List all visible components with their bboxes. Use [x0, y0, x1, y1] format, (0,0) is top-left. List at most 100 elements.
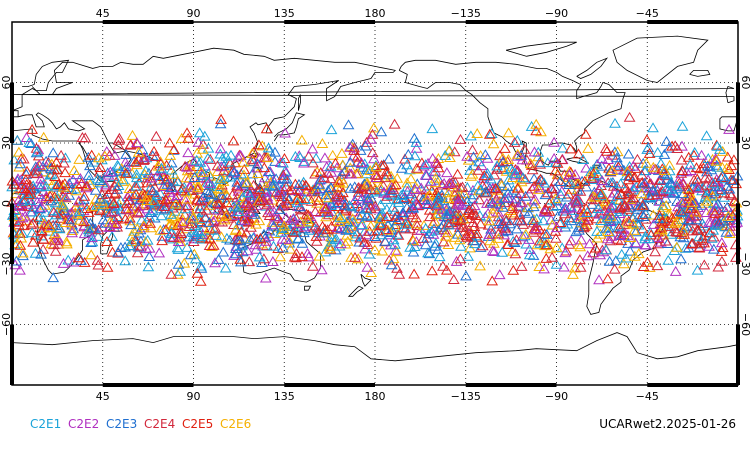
observation-marker — [344, 156, 357, 167]
observation-marker — [716, 255, 728, 266]
observation-marker — [502, 127, 515, 138]
observation-marker — [530, 125, 542, 136]
observation-marker — [139, 165, 152, 176]
observation-marker — [724, 188, 736, 199]
observation-marker — [140, 243, 153, 254]
observation-marker — [150, 189, 163, 200]
observation-marker — [352, 182, 365, 192]
observation-marker — [471, 180, 484, 191]
observation-marker — [195, 260, 207, 271]
observation-marker — [658, 165, 671, 175]
observation-marker — [483, 215, 495, 226]
observation-marker — [591, 225, 603, 236]
observation-marker — [258, 228, 270, 239]
observation-marker — [278, 199, 291, 210]
observation-marker — [722, 212, 735, 222]
observation-marker — [427, 228, 440, 239]
coastline-new-zealand-s — [347, 285, 364, 297]
observation-marker — [375, 229, 388, 240]
observation-marker — [647, 184, 659, 195]
lon-tick-label-top: −135 — [451, 7, 481, 20]
observation-marker — [299, 185, 312, 196]
observation-marker — [655, 224, 668, 235]
observation-marker — [19, 210, 32, 221]
observation-marker — [665, 183, 677, 194]
observation-marker — [518, 143, 531, 154]
observation-marker — [192, 225, 205, 235]
lon-tick-label-bottom: −90 — [545, 390, 568, 403]
observation-marker — [716, 170, 729, 181]
observation-marker — [388, 118, 401, 129]
observation-marker — [228, 249, 240, 260]
observation-marker — [349, 226, 361, 237]
observation-marker — [360, 229, 373, 240]
observation-marker — [268, 206, 281, 217]
observation-marker — [224, 234, 236, 245]
observation-marker — [33, 203, 46, 214]
observation-marker — [623, 170, 635, 181]
observation-marker — [569, 168, 581, 179]
observation-marker — [492, 232, 505, 243]
observation-marker — [204, 153, 217, 164]
observation-marker — [238, 214, 251, 225]
observation-marker — [112, 247, 124, 258]
observation-marker — [442, 219, 455, 230]
observation-marker — [16, 195, 29, 206]
observation-marker — [132, 241, 145, 252]
observation-marker — [439, 149, 452, 160]
observation-marker — [20, 183, 33, 194]
observation-marker — [587, 164, 600, 174]
observation-marker — [75, 178, 88, 188]
observation-marker — [619, 199, 631, 210]
observation-marker — [351, 151, 364, 162]
observation-marker — [602, 222, 615, 233]
observation-marker — [554, 217, 567, 227]
observation-marker — [723, 183, 736, 194]
lon-tick-label-top: −45 — [636, 7, 659, 20]
observation-marker — [58, 157, 70, 168]
observation-marker — [273, 203, 286, 214]
observation-marker — [256, 140, 269, 151]
observation-marker — [106, 246, 119, 257]
observation-marker — [77, 193, 90, 204]
observation-marker — [170, 198, 182, 209]
observation-marker — [14, 158, 27, 169]
observation-marker — [550, 241, 563, 252]
observation-marker — [452, 196, 465, 207]
observation-marker — [707, 177, 720, 188]
observation-marker — [14, 239, 27, 250]
observation-marker — [331, 210, 344, 221]
observation-marker — [39, 206, 52, 217]
observation-marker — [429, 172, 442, 183]
observation-marker — [431, 157, 444, 168]
observation-marker — [382, 219, 394, 230]
observation-marker — [209, 222, 222, 233]
observation-marker — [605, 202, 617, 213]
observation-marker — [266, 216, 279, 227]
observation-marker — [165, 181, 177, 192]
observation-marker — [200, 172, 213, 183]
observation-marker — [473, 185, 485, 196]
observation-marker — [262, 152, 274, 163]
observation-marker — [27, 217, 40, 228]
lon-tick-label-bottom: 45 — [96, 390, 110, 403]
observation-marker — [181, 127, 193, 138]
observation-marker — [471, 227, 483, 238]
observation-marker — [251, 158, 264, 169]
observation-marker — [112, 180, 125, 190]
observation-marker — [355, 193, 368, 204]
observation-marker — [572, 221, 585, 232]
observation-marker — [682, 151, 695, 162]
observation-marker — [92, 259, 105, 270]
observation-marker — [509, 248, 522, 259]
observation-marker — [639, 239, 651, 250]
observation-marker — [37, 131, 50, 142]
observation-marker — [205, 188, 217, 199]
observation-marker — [250, 218, 262, 229]
observation-marker — [419, 159, 432, 170]
observation-marker — [570, 197, 583, 208]
observation-marker — [432, 162, 445, 173]
observation-marker — [240, 198, 252, 209]
observation-marker — [130, 168, 143, 179]
observation-marker — [112, 139, 125, 150]
